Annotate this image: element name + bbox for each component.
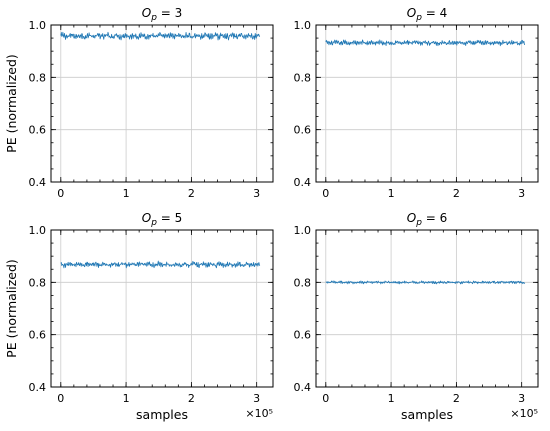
- x-tick-label: 1: [123, 187, 130, 200]
- subplot-2: 0 1 2 3 0.4 0.6 0.8 1.0 Op = 4: [294, 6, 539, 200]
- x-tick-label: 3: [518, 392, 525, 405]
- plot-frame: [50, 229, 274, 388]
- x-tick-label: 2: [453, 187, 460, 200]
- x-tick-label: 1: [123, 392, 130, 405]
- series-line-2: [325, 39, 526, 47]
- y-tick-label: 0.4: [29, 381, 47, 394]
- x-tick-label: 0: [57, 187, 64, 200]
- x-tick-label: 1: [388, 392, 395, 405]
- x-tick-label: 0: [322, 187, 329, 200]
- y-tick-label: 0.6: [29, 124, 47, 137]
- subplot-4: 0 1 2 3 0.4 0.6 0.8 1.0 Op = 6 samples ×10⁵: [294, 211, 539, 422]
- y-tick-label: 1.0: [29, 19, 47, 32]
- x-axis-label: samples: [401, 407, 453, 422]
- y-tick-label: 0.8: [29, 71, 47, 84]
- y-tick-label: 0.6: [29, 329, 47, 342]
- x-tick-label: 2: [453, 392, 460, 405]
- y-tick-label: 1.0: [29, 224, 47, 237]
- y-tick-label: 0.4: [294, 176, 312, 189]
- x-tick-label: 1: [388, 187, 395, 200]
- y-tick-label: 1.0: [294, 224, 312, 237]
- subplot-title: Op = 5: [142, 211, 183, 228]
- x-tick-label: 0: [57, 392, 64, 405]
- series-line-3: [60, 260, 261, 269]
- subplot-title: Op = 6: [407, 211, 448, 228]
- x-tick-label: 3: [253, 187, 260, 200]
- y-tick-label: 0.6: [294, 124, 312, 137]
- y-axis-label: PE (normalized): [4, 259, 19, 358]
- y-tick-label: 0.8: [294, 71, 312, 84]
- y-tick-label: 0.8: [294, 276, 312, 289]
- plot-frame: [50, 24, 274, 183]
- subplot-1: 0 1 2 3 0.4 0.6 0.8 1.0 Op = 3 PE (normalized): [4, 6, 274, 200]
- y-tick-label: 1.0: [294, 19, 312, 32]
- x-tick-label: 3: [253, 392, 260, 405]
- y-tick-label: 0.4: [29, 176, 47, 189]
- x-tick-label: 2: [188, 187, 195, 200]
- y-tick-label: 0.8: [29, 276, 47, 289]
- plot-frame: [315, 24, 539, 183]
- y-tick-label: 0.4: [294, 381, 312, 394]
- y-tick-label: 0.6: [294, 329, 312, 342]
- series-line-4: [325, 280, 526, 285]
- x-tick-label: 2: [188, 392, 195, 405]
- series-line-1: [60, 31, 261, 41]
- subplot-title: Op = 3: [142, 6, 183, 23]
- x-multiplier-label: ×10⁵: [245, 407, 273, 420]
- y-axis-label: PE (normalized): [4, 54, 19, 153]
- x-tick-label: 0: [322, 392, 329, 405]
- subplot-3: 0 1 2 3 0.4 0.6 0.8 1.0 Op = 5 PE (normalized) sam…: [4, 211, 274, 422]
- subplot-title: Op = 4: [407, 6, 448, 23]
- x-multiplier-label: ×10⁵: [510, 407, 538, 420]
- x-axis-label: samples: [136, 407, 188, 422]
- plot-frame: [315, 229, 539, 388]
- x-tick-label: 3: [518, 187, 525, 200]
